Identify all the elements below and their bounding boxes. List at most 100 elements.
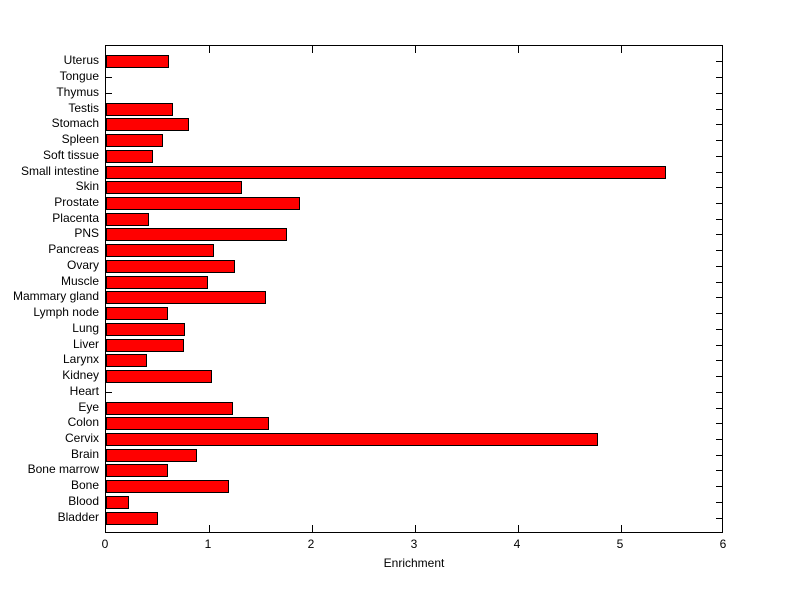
bar-lymph-node xyxy=(106,307,168,321)
category-label: Liver xyxy=(72,336,99,351)
bar-bone xyxy=(106,480,230,494)
category-label: Eye xyxy=(78,399,99,414)
category-label: Bone xyxy=(70,478,99,493)
y-tick-right xyxy=(716,77,722,79)
category-label: Kidney xyxy=(62,368,99,383)
category-label: Small intestine xyxy=(20,163,99,178)
category-label: Uterus xyxy=(63,53,99,68)
category-label: Pancreas xyxy=(48,242,99,257)
bar-bone-marrow xyxy=(106,464,168,478)
category-label: Skin xyxy=(75,179,99,194)
x-tick xyxy=(517,46,519,53)
y-tick-right xyxy=(716,171,722,173)
category-label: Bone marrow xyxy=(27,462,99,477)
category-label: Lymph node xyxy=(33,305,99,320)
y-tick-right xyxy=(716,423,722,425)
category-label: Cervix xyxy=(64,430,99,445)
y-tick-right xyxy=(716,391,722,393)
bar-mammary-gland xyxy=(106,291,267,305)
x-tick-label: 4 xyxy=(513,537,521,551)
category-label: Colon xyxy=(67,415,99,430)
x-tick xyxy=(311,525,313,532)
y-tick-right xyxy=(716,108,722,110)
category-label: Stomach xyxy=(51,116,99,131)
category-label: Thymus xyxy=(56,84,99,99)
category-label: Larynx xyxy=(62,352,99,367)
y-tick-right xyxy=(716,501,722,503)
x-tick xyxy=(208,46,210,53)
bar-lung xyxy=(106,322,186,336)
bar-prostate xyxy=(106,196,301,210)
x-tick xyxy=(414,46,416,53)
bar-testis xyxy=(106,102,173,116)
y-tick-right xyxy=(716,92,722,94)
bar-pns xyxy=(106,228,287,242)
bar-brain xyxy=(106,448,198,462)
bar-colon xyxy=(106,417,270,431)
y-tick-left xyxy=(106,92,112,94)
category-label: Heart xyxy=(69,383,99,398)
category-label: Bladder xyxy=(57,509,99,524)
category-label: Testis xyxy=(68,100,99,115)
x-tick-label: 6 xyxy=(719,537,727,551)
x-tick-label: 5 xyxy=(616,537,624,551)
y-tick-right xyxy=(716,376,722,378)
bar-muscle xyxy=(106,275,208,289)
x-tick xyxy=(517,525,519,532)
y-tick-right xyxy=(716,360,722,362)
plot-area xyxy=(105,45,723,533)
category-label: Brain xyxy=(70,446,99,461)
x-tick xyxy=(620,525,622,532)
y-tick-right xyxy=(716,486,722,488)
y-tick-right xyxy=(716,454,722,456)
x-tick xyxy=(208,525,210,532)
category-label: Spleen xyxy=(61,132,99,147)
y-tick-right xyxy=(716,140,722,142)
bar-ovary xyxy=(106,259,236,273)
bar-liver xyxy=(106,338,185,352)
bar-soft-tissue xyxy=(106,149,154,163)
y-tick-left xyxy=(106,77,112,79)
y-tick-right xyxy=(716,313,722,315)
x-tick-label: 1 xyxy=(204,537,212,551)
x-axis-label: Enrichment xyxy=(383,556,445,570)
bar-pancreas xyxy=(106,244,214,258)
bar-cervix xyxy=(106,432,598,446)
category-label: Mammary gland xyxy=(12,289,99,304)
category-label: Placenta xyxy=(52,210,99,225)
x-tick-label: 3 xyxy=(410,537,418,551)
bar-kidney xyxy=(106,370,212,384)
bar-stomach xyxy=(106,118,190,132)
y-tick-right xyxy=(716,61,722,63)
category-label: Tongue xyxy=(59,69,99,84)
y-tick-right xyxy=(716,202,722,204)
y-tick-right xyxy=(716,187,722,189)
y-tick-right xyxy=(716,218,722,220)
y-tick-right xyxy=(716,155,722,157)
category-label: Blood xyxy=(68,493,99,508)
category-label: Ovary xyxy=(66,257,99,272)
y-tick-right xyxy=(716,328,722,330)
x-tick xyxy=(311,46,313,53)
category-label: Prostate xyxy=(54,194,99,209)
y-tick-right xyxy=(716,281,722,283)
x-tick-label: 0 xyxy=(101,537,109,551)
bar-larynx xyxy=(106,354,148,368)
bar-skin xyxy=(106,181,242,195)
bar-eye xyxy=(106,401,234,415)
bar-bladder xyxy=(106,511,159,525)
y-tick-right xyxy=(716,470,722,472)
y-tick-right xyxy=(716,124,722,126)
x-tick xyxy=(620,46,622,53)
y-tick-left xyxy=(106,391,112,393)
y-tick-right xyxy=(716,297,722,299)
category-label: Soft tissue xyxy=(42,147,99,162)
bar-spleen xyxy=(106,134,164,148)
category-label: Lung xyxy=(72,320,99,335)
y-tick-right xyxy=(716,250,722,252)
y-tick-right xyxy=(716,344,722,346)
y-tick-right xyxy=(716,407,722,409)
bar-placenta xyxy=(106,212,150,226)
bar-uterus xyxy=(106,55,169,69)
y-tick-right xyxy=(716,234,722,236)
